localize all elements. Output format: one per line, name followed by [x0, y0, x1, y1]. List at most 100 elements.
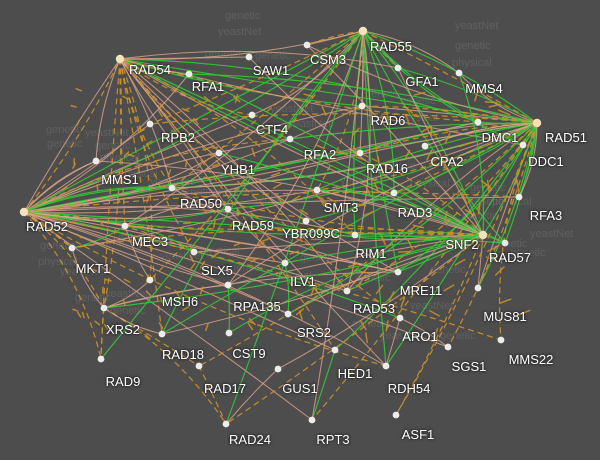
node-label-mms4[interactable]: MMS4 [465, 81, 503, 96]
network-node-rfa1[interactable] [185, 70, 193, 78]
node-label-ilv1[interactable]: ILV1 [290, 274, 316, 289]
network-node-cpa2[interactable] [421, 142, 429, 150]
node-label-rad55[interactable]: RAD55 [370, 39, 412, 54]
network-node-rad55[interactable] [358, 26, 368, 36]
network-node-smt3[interactable] [313, 186, 321, 194]
network-node-cst9[interactable] [225, 329, 233, 337]
network-node-rad51[interactable] [532, 118, 542, 128]
network-node-rpt3[interactable] [308, 416, 316, 424]
node-label-rad57[interactable]: RAD57 [489, 250, 531, 265]
network-node-mms4[interactable] [455, 69, 463, 77]
node-label-rad59[interactable]: RAD59 [232, 218, 274, 233]
node-label-slx5[interactable]: SLX5 [201, 263, 233, 278]
network-node-rad50[interactable] [168, 184, 176, 192]
node-label-hed1[interactable]: HED1 [337, 366, 373, 381]
network-node-srs2[interactable] [284, 310, 292, 318]
node-label-rad3[interactable]: RAD3 [397, 205, 433, 220]
node-label-smt3[interactable]: SMT3 [323, 200, 359, 215]
network-node-msh6[interactable] [146, 276, 154, 284]
network-node-slx5[interactable] [190, 248, 198, 256]
network-node-rad3[interactable] [390, 189, 398, 197]
node-label-rdh54[interactable]: RDH54 [387, 381, 431, 396]
network-node-rfa3[interactable] [515, 193, 523, 201]
node-label-sgs1[interactable]: SGS1 [451, 359, 487, 374]
node-label-rpa135[interactable]: RPA135 [233, 299, 281, 314]
node-label-rfa3[interactable]: RFA3 [529, 208, 563, 223]
network-node-dmc1[interactable] [474, 118, 482, 126]
node-label-cst9[interactable]: CST9 [232, 346, 266, 361]
node-label-ddc1[interactable]: DDC1 [528, 154, 564, 169]
node-label-yhb1[interactable]: YHB1 [221, 162, 255, 177]
node-label-mec3[interactable]: MEC3 [131, 234, 169, 249]
network-node-rad24[interactable] [222, 420, 230, 428]
network-node-ybr099c[interactable] [302, 217, 310, 225]
node-label-rad17[interactable]: RAD17 [204, 381, 246, 396]
network-node-rad16[interactable] [356, 149, 364, 157]
node-label-aro1[interactable]: ARO1 [402, 329, 438, 344]
network-node-rad17[interactable] [195, 362, 203, 370]
network-node-rad54[interactable] [115, 54, 125, 64]
network-node-rad57[interactable] [501, 239, 509, 247]
node-label-ybr099c[interactable]: YBR099C [282, 226, 340, 241]
node-label-rad24[interactable]: RAD24 [229, 432, 271, 447]
network-node-rad18[interactable] [158, 330, 166, 338]
node-label-mre11[interactable]: MRE11 [399, 283, 443, 298]
node-label-rad51[interactable]: RAD51 [545, 130, 587, 145]
network-node-mus81[interactable] [474, 284, 482, 292]
network-node-rpa135[interactable] [224, 281, 232, 289]
network-node-ctf4[interactable] [248, 111, 256, 119]
network-node-rad6[interactable] [358, 102, 366, 110]
node-label-saw1[interactable]: SAW1 [252, 63, 290, 78]
node-label-rad16[interactable]: RAD16 [366, 161, 408, 176]
node-label-mus81[interactable]: MUS81 [483, 309, 527, 324]
network-node-hed1[interactable] [331, 346, 339, 354]
network-node-yhb1[interactable] [215, 149, 223, 157]
node-label-rpb2[interactable]: RPB2 [161, 130, 195, 145]
node-label-rim1[interactable]: RIM1 [355, 246, 387, 261]
network-node-mec3[interactable] [121, 222, 129, 230]
network-node-xrs2[interactable] [100, 304, 108, 312]
network-node-snf2[interactable] [478, 230, 488, 240]
node-label-rpt3[interactable]: RPT3 [316, 432, 350, 447]
network-node-mre11[interactable] [394, 268, 402, 276]
network-node-gfa1[interactable] [394, 64, 402, 72]
network-node-asf1[interactable] [392, 411, 400, 419]
node-label-xrs2[interactable]: XRS2 [106, 322, 140, 337]
node-label-mms1[interactable]: MMS1 [101, 172, 139, 187]
network-node-saw1[interactable] [245, 53, 253, 61]
network-node-rpb2[interactable] [146, 120, 154, 128]
network-node-rfa2[interactable] [286, 135, 294, 143]
node-label-rad54[interactable]: RAD54 [129, 62, 171, 77]
node-label-rad18[interactable]: RAD18 [162, 347, 204, 362]
node-label-msh6[interactable]: MSH6 [161, 294, 199, 309]
network-node-rad9[interactable] [97, 355, 105, 363]
network-node-rad52[interactable] [19, 207, 29, 217]
network-node-rdh54[interactable] [382, 362, 390, 370]
node-label-rad9[interactable]: RAD9 [105, 374, 141, 389]
network-node-rim1[interactable] [351, 231, 359, 239]
network-node-rad59[interactable] [224, 205, 232, 213]
node-label-ctf4[interactable]: CTF4 [255, 122, 289, 137]
node-label-asf1[interactable]: ASF1 [401, 427, 435, 442]
node-label-rfa1[interactable]: RFA1 [191, 79, 225, 94]
node-label-dmc1[interactable]: DMC1 [481, 130, 519, 145]
node-label-gus1[interactable]: GUS1 [282, 381, 318, 396]
node-label-rad53[interactable]: RAD53 [353, 301, 395, 316]
network-node-rad53[interactable] [343, 287, 351, 295]
network-node-mms22[interactable] [497, 336, 505, 344]
network-node-mms1[interactable] [92, 157, 100, 165]
network-node-mkt1[interactable] [68, 244, 76, 252]
node-label-mkt1[interactable]: MKT1 [75, 261, 111, 276]
network-node-ddc1[interactable] [519, 141, 527, 149]
network-node-gus1[interactable] [274, 365, 282, 373]
node-label-rad6[interactable]: RAD6 [370, 113, 406, 128]
network-node-aro1[interactable] [396, 314, 404, 322]
node-label-srs2[interactable]: SRS2 [297, 325, 331, 340]
node-label-gfa1[interactable]: GFA1 [405, 74, 439, 89]
node-label-rfa2[interactable]: RFA2 [303, 147, 337, 162]
node-label-snf2[interactable]: SNF2 [445, 237, 479, 252]
node-label-rad52[interactable]: RAD52 [26, 219, 68, 234]
network-node-csm3[interactable] [303, 41, 311, 49]
node-label-mms22[interactable]: MMS22 [508, 352, 554, 367]
